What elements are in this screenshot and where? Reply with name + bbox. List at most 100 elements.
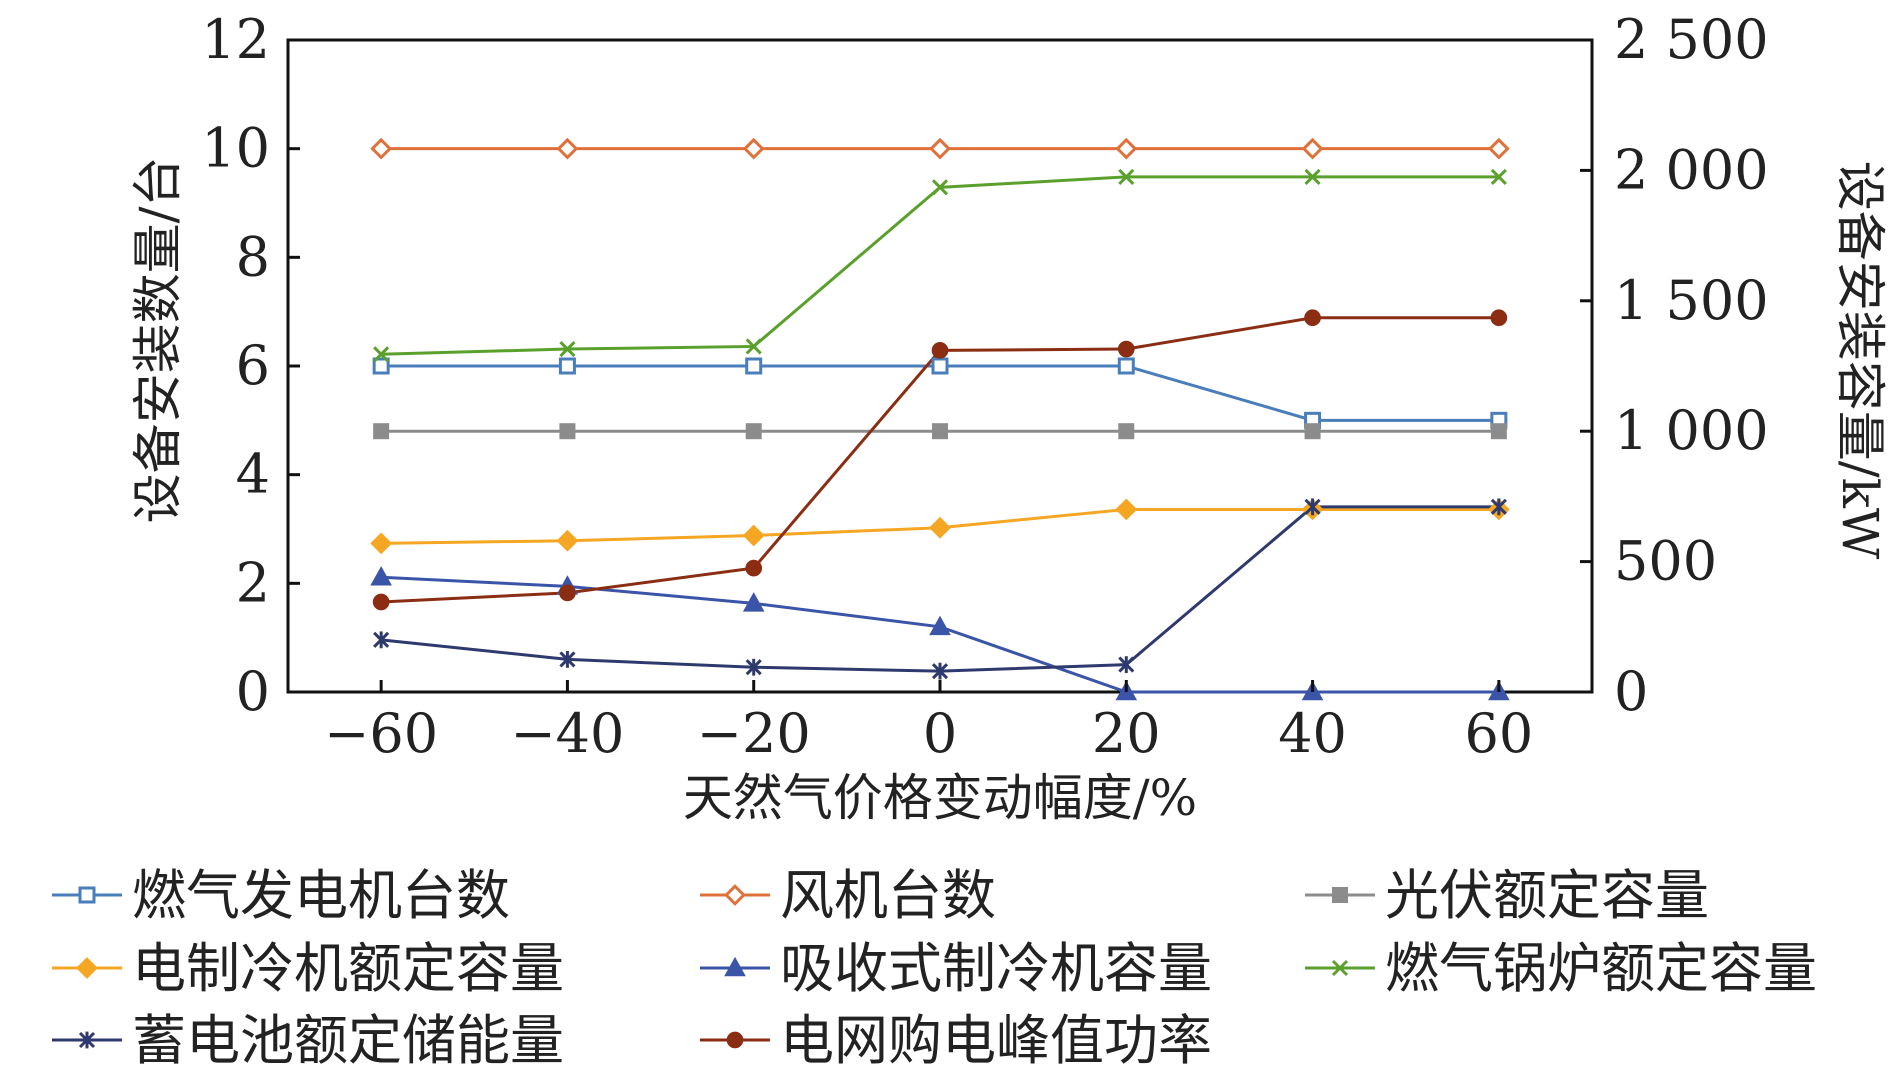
data-point	[1490, 309, 1508, 327]
data-point	[745, 658, 762, 676]
x-tick-label: −40	[510, 702, 624, 765]
data-point	[1490, 423, 1507, 440]
legend-swatch-marker	[78, 1031, 96, 1049]
legend-item: 光伏额定容量	[1305, 864, 1709, 927]
right-y-tick-label: 2 000	[1614, 138, 1769, 201]
data-point	[1115, 498, 1138, 521]
legend-swatch-marker	[78, 886, 96, 904]
data-point	[932, 423, 948, 440]
legend-item: 吸收式制冷机容量	[700, 937, 1212, 1000]
x-tick-label: −20	[697, 702, 811, 765]
data-point	[1115, 137, 1138, 160]
data-point	[931, 662, 949, 680]
right-y-tick-label: 1 500	[1614, 269, 1769, 332]
data-point	[373, 346, 390, 363]
legend-swatch-marker	[724, 884, 746, 906]
x-tick-label: −60	[324, 702, 438, 765]
legend-label: 燃气发电机台数	[132, 864, 510, 927]
x-tick-label: 0	[923, 702, 957, 765]
data-point	[745, 423, 762, 440]
data-point	[1118, 656, 1135, 674]
legend-swatch-marker	[726, 1031, 744, 1049]
series-line	[381, 175, 1499, 356]
x-tick-label: 20	[1092, 702, 1161, 765]
left-y-axis-title: 设备安装数量/台	[129, 157, 187, 524]
legend-swatch-marker	[76, 957, 98, 979]
data-point	[373, 631, 390, 649]
right-y-tick-label: 0	[1614, 660, 1648, 723]
legend-label: 光伏额定容量	[1385, 864, 1709, 927]
data-point	[370, 137, 393, 160]
series-lines	[380, 147, 1499, 694]
data-point	[373, 423, 390, 440]
data-point	[1117, 357, 1135, 375]
data-point	[556, 137, 579, 160]
data-point	[745, 338, 762, 355]
legend-label: 电制冷机额定容量	[132, 937, 564, 1000]
legend-swatch-marker	[724, 956, 746, 977]
data-point	[929, 137, 951, 160]
legend-label: 燃气锅炉额定容量	[1385, 937, 1817, 1000]
data-point	[558, 357, 576, 375]
left-y-tick-label: 8	[236, 225, 270, 288]
right-y-tick-label: 1 000	[1614, 399, 1769, 462]
data-point	[931, 357, 949, 375]
data-point	[559, 584, 576, 602]
x-axis-title: 天然气价格变动幅度/%	[683, 769, 1197, 827]
legend-label: 吸收式制冷机容量	[780, 937, 1212, 1000]
left-y-tick-label: 10	[201, 117, 270, 180]
data-point	[742, 137, 765, 160]
data-point	[1118, 168, 1135, 185]
data-point	[929, 615, 951, 636]
legend-item: 燃气发电机台数	[52, 864, 510, 927]
data-point	[559, 340, 576, 358]
legend-item: 电制冷机额定容量	[52, 937, 564, 1000]
data-point	[742, 524, 765, 547]
legend-item: 风机台数	[700, 864, 996, 927]
left-y-tick-label: 4	[236, 443, 270, 506]
data-point	[370, 532, 393, 555]
data-point	[1117, 340, 1135, 358]
data-point	[1118, 423, 1135, 440]
data-point	[559, 423, 576, 440]
legend-label: 电网购电峰值功率	[780, 1009, 1212, 1072]
data-point	[559, 651, 576, 668]
data-point	[1487, 137, 1510, 160]
left-y-tick-label: 6	[236, 334, 270, 397]
data-point	[1304, 423, 1321, 440]
data-point	[1304, 309, 1321, 327]
legend-label: 蓄电池额定储能量	[132, 1009, 564, 1072]
data-point	[931, 342, 949, 359]
series-markers	[370, 137, 1510, 701]
legend-label: 风机台数	[780, 864, 996, 927]
tick-labels: 0 2 4 6 8 10 12 0 500 1 000 1 500 2 000 2 500 −60 −40 −…	[201, 8, 1768, 765]
right-y-tick-label: 500	[1614, 530, 1717, 593]
data-point	[745, 357, 763, 375]
legend-swatch-marker	[1332, 887, 1348, 903]
data-point	[1301, 137, 1324, 160]
left-y-tick-label: 0	[236, 660, 270, 723]
data-point	[931, 179, 949, 196]
left-y-tick-label: 2	[236, 551, 270, 614]
legend-item: 蓄电池额定储能量	[52, 1009, 564, 1072]
data-point	[745, 559, 763, 577]
data-point	[1490, 498, 1507, 516]
data-point	[370, 566, 392, 586]
x-tick-label: 40	[1278, 702, 1347, 765]
data-point	[1304, 498, 1321, 516]
data-point	[742, 592, 765, 612]
data-point	[372, 357, 390, 375]
data-point	[929, 516, 951, 539]
data-point	[1304, 168, 1321, 185]
legend-item: 燃气锅炉额定容量	[1305, 937, 1817, 1000]
data-point	[372, 593, 390, 611]
legend-swatch-marker	[1331, 959, 1349, 977]
data-point	[1490, 168, 1507, 185]
right-y-axis-title: 设备安装容量/kW	[1831, 161, 1889, 560]
data-point	[556, 529, 579, 552]
left-y-tick-label: 12	[201, 8, 270, 71]
right-y-tick-label: 2 500	[1614, 8, 1769, 71]
x-tick-label: 60	[1464, 702, 1533, 765]
legend-item: 电网购电峰值功率	[700, 1009, 1212, 1072]
